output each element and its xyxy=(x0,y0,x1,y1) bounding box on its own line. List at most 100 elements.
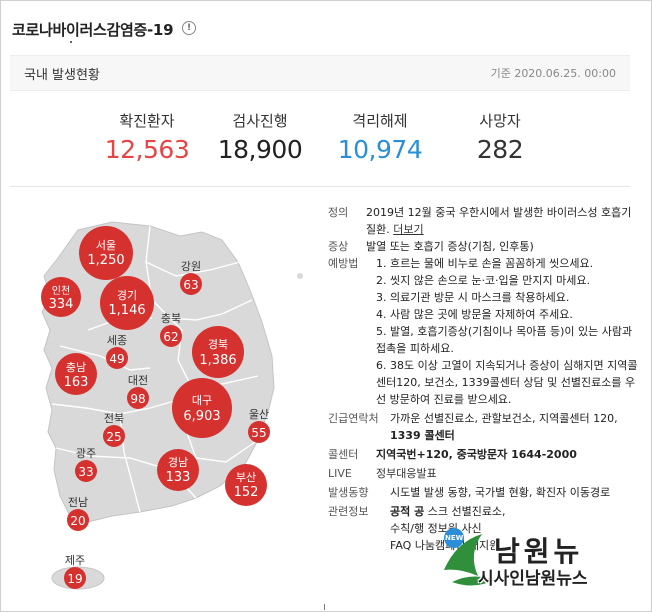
logo-main-text: 남원뉴 xyxy=(494,535,584,568)
related-link[interactable]: 공적 공 xyxy=(390,505,425,518)
related-key: 관련정보 xyxy=(328,505,369,518)
live-key: LIVE xyxy=(328,467,352,480)
region-name: 세종 xyxy=(107,334,127,347)
info-panel: 정의 2019년 12월 중국 우한시에서 발생한 바이러스성 호흡기 질환. … xyxy=(328,204,640,554)
region-count: 62 xyxy=(163,330,178,344)
live-link[interactable]: 정부대응발표 xyxy=(376,467,437,480)
related-link[interactable]: 사신 xyxy=(461,522,482,535)
bubble-gyeongbuk xyxy=(192,326,244,378)
emergency-row: 긴급연락처 가까운 선별진료소, 관할보건소, 지역콜센터 120, 1339 … xyxy=(328,410,640,444)
callcenter-row: 콜센터 지역국번+120, 중국방문자 1644-2000 xyxy=(328,446,640,463)
bubble-gyeongnam xyxy=(157,449,199,491)
stat-released: 격리해제 10,974 xyxy=(305,110,455,164)
region-count: 49 xyxy=(109,352,124,366)
region-count: 20 xyxy=(70,514,85,528)
region-count: 1,250 xyxy=(87,253,124,268)
bubble-seoul xyxy=(79,226,133,280)
region-count: 6,903 xyxy=(183,409,220,424)
bubble-jeonnam xyxy=(67,509,89,531)
island-shape xyxy=(297,273,303,279)
stat-deaths: 사망자 282 xyxy=(425,110,575,164)
region-count: 33 xyxy=(78,465,93,479)
bubble-chungbuk xyxy=(160,325,182,347)
region-count: 163 xyxy=(64,375,89,390)
region-count: 98 xyxy=(130,392,145,406)
prevention-step: 2. 씻지 않은 손으로 눈·코·입을 만지지 마세요. xyxy=(376,274,591,287)
logo-badge: NEW xyxy=(445,534,464,542)
bubble-chungnam xyxy=(55,353,97,395)
symptom-text: 발열 또는 호흡기 증상(기침, 인후통) xyxy=(366,240,534,253)
region-name: 경북 xyxy=(208,338,228,351)
subbar-title: 국내 발생현황 xyxy=(24,68,100,83)
related-link[interactable]: 선별진료소, xyxy=(451,505,506,518)
region-name: 충북 xyxy=(161,312,181,325)
stat-value: 10,974 xyxy=(337,135,423,164)
definition-text: 2019년 12월 중국 우한시에서 발생한 바이러스성 호흡기 질환. xyxy=(366,206,632,236)
definition-key: 정의 xyxy=(328,206,349,219)
section-divider xyxy=(10,186,630,187)
bubble-sejong xyxy=(106,347,128,369)
region-name: 전북 xyxy=(104,412,124,425)
region-count: 133 xyxy=(166,470,191,485)
region-count: 63 xyxy=(183,278,198,292)
region-count: 1,146 xyxy=(108,303,145,318)
emergency-hotline: 1339 콜센터 xyxy=(390,429,455,442)
prevention-key: 예방법 xyxy=(328,257,359,270)
stat-label: 사망자 xyxy=(479,112,521,130)
related-link[interactable]: 스크 xyxy=(427,505,452,518)
stat-value: 18,900 xyxy=(217,135,303,164)
page-title: 코로나바이러스감염증-19 xyxy=(12,21,174,39)
stat-testing: 검사진행 18,900 xyxy=(185,110,335,164)
region-name: 인천 xyxy=(52,285,70,297)
live-row: LIVE 정부대응발표 xyxy=(328,465,640,482)
stat-label: 격리해제 xyxy=(352,112,408,130)
stat-label: 검사진행 xyxy=(232,112,288,130)
related-row: 관련정보 공적 공 스크 선별진료소, 수칙/행 정보원 사신 FAQ 나눔캠페… xyxy=(328,503,640,554)
stat-value: 282 xyxy=(476,135,524,164)
bottom-tick xyxy=(324,604,325,610)
more-link[interactable]: 더보기 xyxy=(393,223,424,236)
region-name: 울산 xyxy=(249,408,269,421)
bubble-jeonbuk xyxy=(103,425,125,447)
related-link[interactable]: 수칙/행 xyxy=(390,522,425,535)
region-name: 제주 xyxy=(65,554,85,567)
callcenter-key: 콜센터 xyxy=(328,448,359,461)
prevention-step: 3. 의료기관 방문 시 마스크를 착용하세요. xyxy=(376,291,570,304)
bubble-daejeon xyxy=(127,387,149,409)
region-bubbles xyxy=(41,226,270,589)
trend-links[interactable]: 시도별 발생 동향, 국가별 현황, 확진자 이동경로 xyxy=(390,486,611,499)
symptom-row: 증상 발열 또는 호흡기 증상(기침, 인후통) xyxy=(328,238,640,255)
bubble-ulsan xyxy=(248,421,270,443)
region-count: 334 xyxy=(49,297,74,312)
logo-emblem xyxy=(444,528,494,586)
region-name: 광주 xyxy=(76,447,96,460)
region-name: 경남 xyxy=(168,456,188,469)
callcenter-text: 지역국번+120, 중국방문자 1644-2000 xyxy=(376,448,577,461)
prevention-step: 4. 사람 많은 곳에 방문을 자제하여 주세요. xyxy=(376,308,573,321)
korea-map: 서울 1,250 인천 334 경기 1,146 강원 63 충북 62 세종 … xyxy=(41,221,303,590)
reference-date: 기준 2020.06.25. 00:00 xyxy=(490,67,616,80)
status-subbar: 국내 발생현황 기준 2020.06.25. 00:00 xyxy=(10,55,630,91)
region-count: 55 xyxy=(251,426,266,440)
bubble-daegu xyxy=(172,378,232,438)
bubble-jeju xyxy=(64,567,86,589)
region-name: 대전 xyxy=(128,374,148,387)
definition-row: 정의 2019년 12월 중국 우한시에서 발생한 바이러스성 호흡기 질환. … xyxy=(328,204,640,238)
region-name: 경기 xyxy=(117,289,137,302)
trend-row: 발생동향 시도별 발생 동향, 국가별 현황, 확진자 이동경로 xyxy=(328,484,640,501)
bubble-gangwon xyxy=(180,273,202,295)
region-name: 대구 xyxy=(192,394,212,407)
info-icon[interactable]: ! xyxy=(182,21,196,35)
region-count: 152 xyxy=(234,485,259,500)
decor-dot xyxy=(70,41,72,43)
prevention-row: 예방법 1. 흐르는 물에 비누로 손을 꼼꼼하게 씻으세요. 2. 씻지 않은… xyxy=(328,255,640,408)
prevention-step: 1. 흐르는 물에 비누로 손을 꼼꼼하게 씻으세요. xyxy=(376,257,594,270)
region-name: 충남 xyxy=(66,361,86,374)
region-count: 1,386 xyxy=(199,353,236,368)
bubble-gyeonggi xyxy=(100,276,154,330)
watermark-logo: NEW 남원뉴 시사인남원뉴스 xyxy=(438,524,638,594)
emergency-text: 가까운 선별진료소, 관할보건소, 지역콜센터 120, xyxy=(390,412,618,425)
logo-sub-text: 시사인남원뉴스 xyxy=(478,569,588,589)
related-link[interactable]: FAQ xyxy=(390,539,412,552)
trend-key: 발생동향 xyxy=(328,486,369,499)
